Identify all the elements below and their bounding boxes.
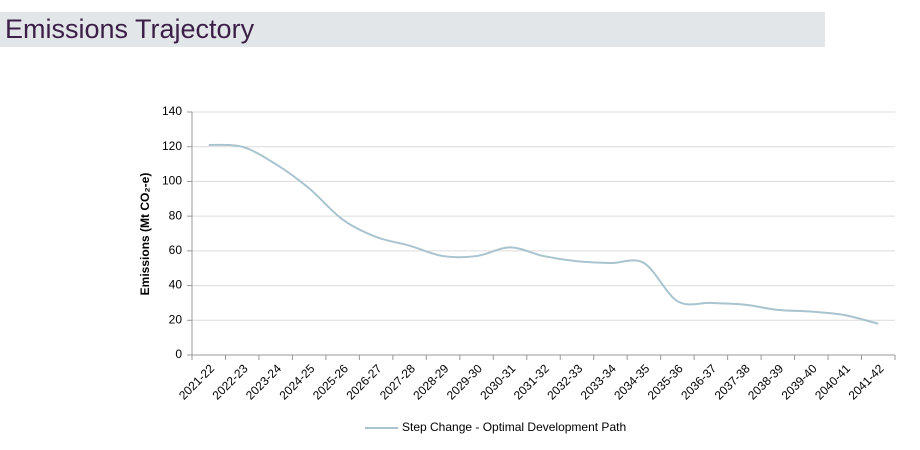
y-axis-label: Emissions (Mt CO₂-e) xyxy=(138,173,152,296)
y-tick-label: 0 xyxy=(175,347,182,361)
chart-title: Emissions Trajectory xyxy=(5,14,255,44)
x-tick-label: 2022-23 xyxy=(210,361,251,402)
legend-label: Step Change - Optimal Development Path xyxy=(402,420,626,434)
x-tick-label: 2028-29 xyxy=(410,361,451,402)
x-tick-label: 2025-26 xyxy=(310,361,351,402)
y-tick-label: 100 xyxy=(162,174,182,188)
x-tick-label: 2031-32 xyxy=(511,361,552,402)
x-tick-label: 2033-34 xyxy=(578,361,619,402)
x-tick-label: 2041-42 xyxy=(846,361,887,402)
y-tick-label: 120 xyxy=(162,139,182,153)
y-tick-label: 40 xyxy=(169,278,183,292)
x-tick-label: 2027-28 xyxy=(377,361,418,402)
x-tick-label: 2034-35 xyxy=(611,361,652,402)
x-tick-label: 2030-31 xyxy=(477,361,518,402)
x-tick-label: 2039-40 xyxy=(779,361,820,402)
y-tick-label: 60 xyxy=(169,243,183,257)
x-tick-label: 2026-27 xyxy=(343,361,384,402)
x-tick-label: 2032-33 xyxy=(544,361,585,402)
x-tick-label: 2024-25 xyxy=(276,361,317,402)
x-tick-label: 2021-22 xyxy=(176,361,217,402)
x-tick-label: 2037-38 xyxy=(712,361,753,402)
x-tick-label: 2029-30 xyxy=(444,361,485,402)
y-tick-label: 140 xyxy=(162,104,182,118)
data-line xyxy=(208,143,879,325)
x-tick-label: 2040-41 xyxy=(812,361,853,402)
y-tick-label: 80 xyxy=(169,208,183,222)
y-tick-label: 20 xyxy=(169,312,183,326)
x-tick-label: 2036-37 xyxy=(678,361,719,402)
title-band xyxy=(0,12,825,47)
x-tick-label: 2035-36 xyxy=(645,361,686,402)
x-tick-label: 2038-39 xyxy=(745,361,786,402)
x-tick-label: 2023-24 xyxy=(243,361,284,402)
